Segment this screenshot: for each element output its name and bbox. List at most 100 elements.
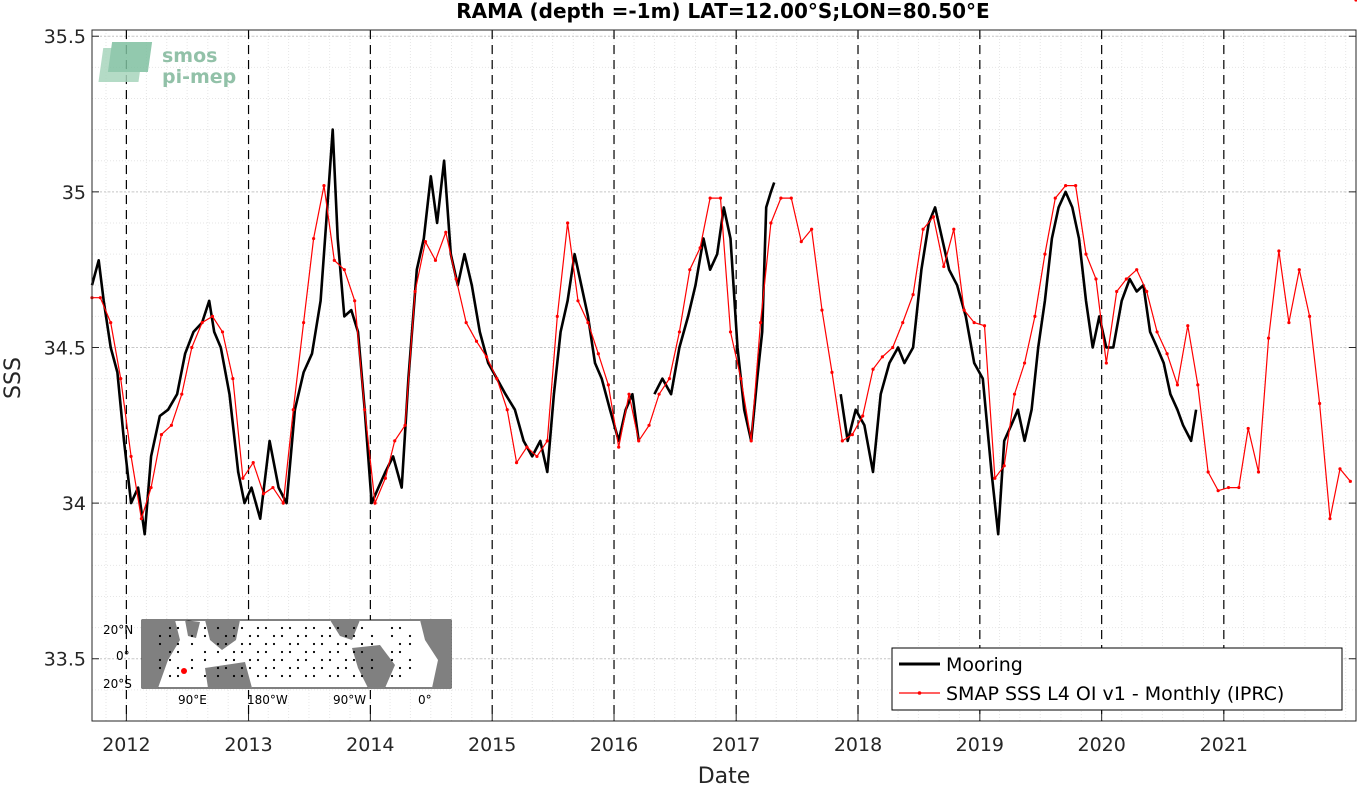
smap-data-point — [190, 345, 194, 350]
smap-data-point — [1043, 252, 1047, 256]
smap-data-point — [728, 330, 733, 334]
inset-location-map: 20°N 0° 20°S 90°E 180°W 90°W 0° — [103, 619, 452, 707]
smap-data-point — [911, 292, 915, 297]
smap-data-point — [617, 445, 621, 449]
smap-data-point — [1266, 336, 1271, 340]
inset-dot — [336, 666, 340, 670]
inset-dot — [390, 626, 394, 630]
x-tick-label: 2021 — [1200, 734, 1248, 756]
smap-data-point — [261, 492, 266, 496]
smap-data-point — [535, 454, 539, 459]
smap-data-point — [159, 433, 164, 437]
smap-data-point — [1354, 0, 1357, 2]
smap-data-point — [1348, 479, 1352, 483]
inset-dot — [264, 666, 268, 670]
inset-dot — [398, 626, 402, 630]
smap-series-line — [92, 185, 1351, 519]
inset-dot — [272, 642, 276, 646]
inset-dot — [224, 642, 228, 646]
inset-dot — [158, 642, 162, 646]
inset-dot — [203, 626, 207, 630]
smap-data-point — [180, 392, 184, 396]
inset-dot — [190, 666, 194, 670]
x-tick-label: 2016 — [590, 734, 638, 756]
smap-data-point — [1012, 392, 1017, 396]
smap-data-point — [200, 320, 204, 325]
smap-data-point — [1175, 383, 1180, 387]
inset-lat-label-20s: 20°S — [103, 677, 132, 691]
smap-data-point — [109, 320, 113, 325]
smap-data-point — [495, 377, 499, 381]
smap-data-point — [1186, 324, 1190, 328]
smap-data-point — [149, 485, 153, 490]
smap-data-point — [891, 345, 895, 350]
inset-dot — [320, 642, 324, 646]
inset-dot — [168, 650, 172, 654]
inset-dot — [304, 626, 308, 630]
smap-data-point — [667, 377, 672, 381]
inset-dot — [320, 634, 324, 638]
inset-dot — [336, 674, 340, 678]
inset-dot — [352, 634, 356, 638]
inset-dot — [176, 666, 180, 670]
smap-data-point — [596, 352, 600, 356]
inset-dot — [256, 650, 260, 654]
inset-dot — [390, 674, 394, 678]
smap-data-point — [637, 439, 641, 443]
smap-data-point — [779, 196, 783, 200]
inset-lon-label-90e: 90°E — [178, 693, 207, 707]
smap-data-point — [931, 215, 936, 219]
chart-title: RAMA (depth =-1m) LAT=12.00°S;LON=80.50°… — [456, 0, 989, 23]
smap-data-point — [698, 246, 702, 250]
inset-dot — [248, 634, 252, 638]
legend: Mooring SMAP SSS L4 OI v1 - Monthly (IPR… — [891, 647, 1343, 711]
inset-mooring-dots — [158, 626, 412, 678]
inset-dot — [304, 634, 308, 638]
smap-data-point — [1328, 517, 1332, 521]
inset-dot — [232, 650, 236, 654]
smap-data-point — [251, 461, 255, 465]
inset-dot — [216, 650, 220, 654]
inset-dot — [224, 666, 228, 670]
y-tick-label: 34.5 — [44, 337, 86, 359]
smap-data-point — [1226, 485, 1231, 490]
mooring-series-line — [839, 190, 1198, 536]
inset-dot — [168, 658, 172, 662]
inset-dot — [360, 642, 364, 646]
smap-data-point — [1033, 314, 1037, 318]
inset-dot — [398, 642, 402, 646]
inset-dot — [158, 658, 162, 662]
smap-data-point — [647, 423, 651, 427]
smap-data-point — [718, 196, 723, 200]
inset-dot — [408, 658, 412, 662]
inset-dot — [320, 658, 324, 662]
inset-dot — [328, 626, 332, 630]
inset-dot — [328, 650, 332, 654]
inset-lon-label-180w: 180°W — [247, 693, 288, 707]
inset-dot — [224, 658, 228, 662]
inset-dot — [312, 650, 316, 654]
smap-data-point — [302, 320, 306, 325]
inset-dot — [203, 658, 207, 662]
y-tick-label: 34 — [62, 493, 86, 515]
mooring-series-line — [90, 128, 640, 536]
smap-data-point — [1053, 196, 1057, 200]
smap-data-point — [576, 299, 580, 303]
smap-data-point — [413, 289, 417, 294]
smap-data-point — [972, 320, 976, 325]
inset-dot — [264, 650, 268, 654]
inset-dot — [328, 658, 332, 662]
x-tick-label: 2018 — [834, 734, 882, 756]
inset-dot — [264, 642, 268, 646]
inset-dot — [288, 666, 292, 670]
inset-dot — [328, 674, 332, 678]
smap-data-point — [1206, 470, 1210, 474]
smap-data-point — [871, 367, 875, 371]
inset-dot — [408, 666, 412, 670]
inset-selected-mooring — [181, 668, 187, 674]
smap-data-point — [749, 439, 753, 443]
inset-dot — [190, 642, 194, 646]
inset-dot — [336, 642, 340, 646]
series-smap — [90, 0, 1357, 521]
smap-data-point — [474, 339, 479, 343]
